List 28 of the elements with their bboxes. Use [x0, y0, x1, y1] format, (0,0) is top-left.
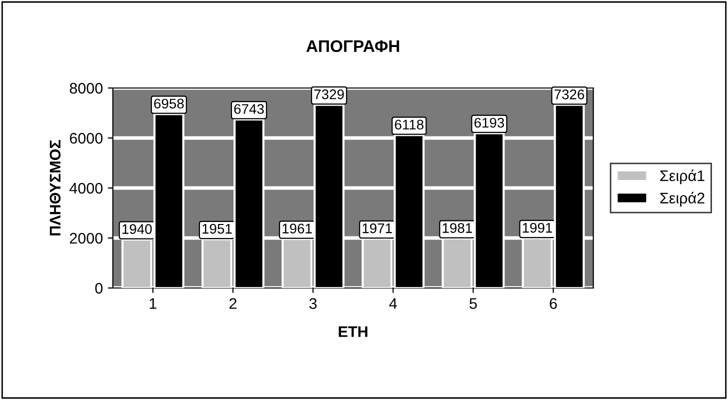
x-tick-label: 2: [229, 298, 236, 309]
x-tick-label: 5: [470, 298, 477, 309]
y-tick-label: 0: [95, 282, 103, 294]
data-label: 6743: [234, 104, 264, 114]
data-label: 1991: [522, 222, 552, 233]
y-tick-label: 6000: [70, 132, 103, 144]
data-label: 6193: [474, 118, 504, 128]
legend-label: Σειρά1: [660, 170, 704, 184]
y-tick-label: 8000: [70, 82, 103, 94]
data-label: 1971: [362, 223, 392, 234]
data-label: 6118: [394, 120, 424, 130]
data-label: 1951: [202, 224, 232, 234]
data-label: 1961: [282, 224, 312, 234]
x-axis-title: ΕΤΗ: [338, 326, 368, 337]
chart-title: ΑΠΟΓΡΑΦΗ: [306, 40, 400, 52]
x-tick-label: 3: [309, 298, 317, 309]
legend-label: Σειρά2: [660, 192, 704, 206]
x-tick-label: 6: [550, 298, 557, 309]
y-tick-label: 4000: [69, 182, 103, 194]
x-tick-label: 1: [150, 298, 156, 309]
data-label: 1940: [122, 224, 152, 234]
y-axis-title: ΠΛΗΘΥΣΜΟΣ: [50, 140, 61, 236]
data-label: 7326: [554, 89, 584, 100]
data-label: 1981: [442, 223, 472, 233]
y-tick-label: 2000: [70, 232, 103, 244]
data-label: 7329: [314, 89, 344, 100]
x-tick-label: 4: [389, 298, 397, 309]
data-label: 6958: [154, 98, 184, 109]
